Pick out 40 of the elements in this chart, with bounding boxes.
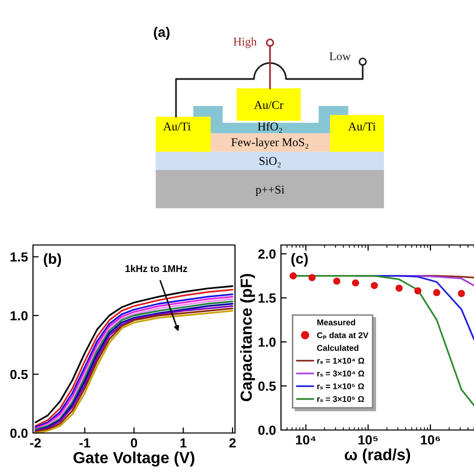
x-tick-label: -1 [79,438,90,448]
legend-label: rₛ = 1×10⁴ Ω [317,358,364,364]
x-tick-label: 10⁴ [296,435,316,445]
annotation: Measured [317,319,356,326]
x-tick-label: 0 [130,438,138,448]
x-tick-label: 10⁵ [358,435,378,445]
x-axis-title: ω (rad/s) [344,448,410,464]
text: HfO₂ [258,122,282,133]
text: Au/Ti [348,122,376,130]
x-tick-label: -2 [30,438,41,448]
y-tick-label: 2.0 [258,249,276,259]
y-tick-label: 1.0 [10,311,28,320]
x-tick-label: 2 [229,438,236,448]
text: p++Si [256,186,284,196]
y-tick-label: 0.5 [258,382,276,391]
y-tick-label: 0.0 [10,428,28,438]
y-tick-label: 1.5 [10,252,28,262]
y-tick-label: 1.5 [258,294,276,303]
legend-label: rₛ = 3×10⁴ Ω [317,370,364,376]
y-tick-label: 1.0 [258,337,276,347]
legend-label: rₛ = 3×10⁵ Ω [317,396,364,402]
text: Low [330,52,351,60]
text: SiO₂ [260,157,281,168]
x-axis-title: Gate Voltage (V) [74,452,194,467]
text: Au/Ti [163,122,191,130]
annotation: Calculated [317,344,358,351]
y-axis-title: Capacitance (pF) [240,274,256,402]
x-tick-label: 1 [180,438,187,448]
text: High [234,37,257,48]
text: Au/Cr [254,101,284,109]
y-tick-label: 0.5 [10,370,28,380]
y-tick-label: 0.0 [258,426,276,435]
text: (b) [44,253,61,267]
text: (a) [154,26,170,40]
x-tick-label: 10⁶ [420,435,440,445]
text: Few-layer MoS₂ [231,138,308,149]
text: (c) [291,253,308,267]
annotation: 1kHz to 1MHz [126,264,188,272]
legend-label: Cₚ data at 2V [317,332,368,340]
legend-label: rₛ = 1×10⁵ Ω [317,383,364,390]
